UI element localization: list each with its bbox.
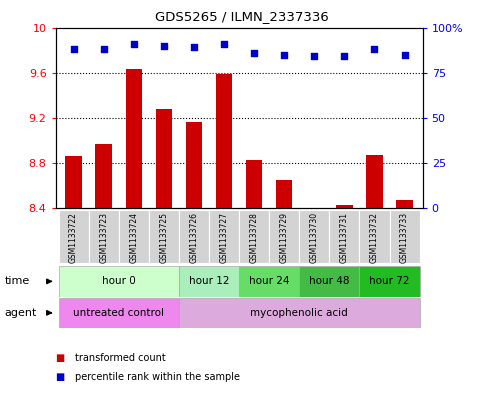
Bar xyxy=(366,155,383,208)
Text: GSM1133723: GSM1133723 xyxy=(99,212,108,263)
Bar xyxy=(179,210,209,263)
Bar xyxy=(329,210,359,263)
Text: ■: ■ xyxy=(56,353,65,363)
Bar xyxy=(126,69,142,208)
Bar xyxy=(119,210,149,263)
Text: untreated control: untreated control xyxy=(73,308,164,318)
Point xyxy=(341,53,348,60)
Bar xyxy=(359,266,420,297)
Text: mycophenolic acid: mycophenolic acid xyxy=(250,308,348,318)
Bar xyxy=(89,210,119,263)
Point xyxy=(250,50,258,56)
Text: GDS5265 / ILMN_2337336: GDS5265 / ILMN_2337336 xyxy=(155,10,328,23)
Bar xyxy=(58,210,89,263)
Bar xyxy=(299,210,329,263)
Text: GSM1133726: GSM1133726 xyxy=(189,212,199,263)
Bar xyxy=(239,266,299,297)
Bar xyxy=(276,180,293,208)
Text: GSM1133733: GSM1133733 xyxy=(400,212,409,263)
Point xyxy=(220,40,228,47)
Text: ■: ■ xyxy=(56,372,65,382)
Text: GSM1133731: GSM1133731 xyxy=(340,212,349,263)
Text: hour 72: hour 72 xyxy=(369,276,410,286)
Point xyxy=(70,46,77,52)
Text: time: time xyxy=(5,276,30,286)
Bar xyxy=(396,200,413,208)
Bar xyxy=(359,210,389,263)
Text: transformed count: transformed count xyxy=(75,353,166,363)
Bar xyxy=(185,123,202,208)
Bar xyxy=(336,205,353,208)
Text: GSM1133724: GSM1133724 xyxy=(129,212,138,263)
Text: GSM1133725: GSM1133725 xyxy=(159,212,169,263)
Bar xyxy=(299,266,359,297)
Bar xyxy=(58,298,179,328)
Bar xyxy=(96,144,112,208)
Text: hour 12: hour 12 xyxy=(189,276,229,286)
Bar xyxy=(179,266,239,297)
Point xyxy=(401,51,409,58)
Text: percentile rank within the sample: percentile rank within the sample xyxy=(75,372,240,382)
Text: GSM1133732: GSM1133732 xyxy=(370,212,379,263)
Text: GSM1133722: GSM1133722 xyxy=(69,212,78,263)
Point xyxy=(160,42,168,49)
Text: GSM1133728: GSM1133728 xyxy=(250,212,258,263)
Point xyxy=(280,51,288,58)
Text: agent: agent xyxy=(5,308,37,318)
Bar xyxy=(149,210,179,263)
Text: hour 0: hour 0 xyxy=(102,276,136,286)
Bar xyxy=(65,156,82,208)
Point xyxy=(130,40,138,47)
Bar xyxy=(389,210,420,263)
Bar xyxy=(216,74,232,208)
Bar xyxy=(58,266,179,297)
Text: hour 24: hour 24 xyxy=(249,276,289,286)
Text: GSM1133727: GSM1133727 xyxy=(220,212,228,263)
Text: hour 48: hour 48 xyxy=(309,276,350,286)
Bar xyxy=(156,109,172,208)
Point xyxy=(190,44,198,51)
Text: GSM1133730: GSM1133730 xyxy=(310,212,319,263)
Point xyxy=(100,46,108,52)
Point xyxy=(370,46,378,52)
Point xyxy=(311,53,318,60)
Bar xyxy=(209,210,239,263)
Bar xyxy=(246,160,262,208)
Bar xyxy=(239,210,269,263)
Text: GSM1133729: GSM1133729 xyxy=(280,212,289,263)
Bar xyxy=(179,298,420,328)
Bar xyxy=(269,210,299,263)
